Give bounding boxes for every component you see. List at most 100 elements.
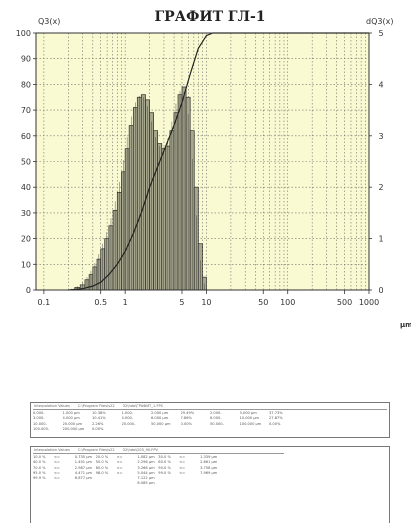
x-tick-label: 0.1 — [38, 298, 51, 307]
x-tick-label: 10 — [201, 298, 211, 307]
table-1-cell: 50.000- — [210, 421, 224, 426]
left-tick-label: 70 — [21, 106, 31, 115]
table-2-cell: 20.0 % — [95, 455, 109, 460]
table-1-caption-part: 32\hdo\ГРАФИТ_1.FPS — [122, 404, 163, 408]
table-2-cell: <= — [116, 470, 123, 475]
table-2-cell: 80.0 % — [95, 465, 109, 470]
table-1-cell: 20.000 µm — [62, 421, 83, 426]
cumulative-curve — [68, 32, 369, 291]
x-tick-label: 1000 — [359, 298, 379, 307]
table-1-caption-part: Interpolation Values — [34, 404, 70, 408]
table-2-cell: 3.266 µm — [137, 465, 155, 470]
left-tick-label: 40 — [21, 183, 31, 192]
table-1-cell — [151, 427, 181, 432]
table-2-cell: 5.044 µm — [137, 470, 155, 475]
table-2-cell: <= — [116, 455, 123, 460]
left-tick-label: 50 — [21, 158, 31, 167]
right-tick-label: 2 — [378, 183, 383, 192]
table-2-cell — [263, 481, 284, 486]
x-tick-label: 50 — [258, 298, 268, 307]
interpolation-table-2: Interpolation Values C:\Program Files\s22… — [30, 446, 390, 523]
table-2-caption-part: Interpolation Values — [34, 448, 70, 452]
table-2-cell: <= — [53, 470, 60, 475]
table-1-cell: 200.000 µm — [62, 426, 85, 431]
table-2-cell: 7.122 µm — [137, 476, 155, 481]
interpolation-table-1: Interpolation Values C:\Program Files\s22… — [30, 402, 390, 438]
table-2-cell: 90.0 % — [158, 465, 171, 470]
table-1-cell: 20.000- — [121, 421, 136, 426]
table-1-cell: 100.000 µm — [239, 421, 262, 426]
x-tick-label: 1 — [123, 298, 128, 307]
table-1-cell: 0.000- — [33, 411, 45, 416]
table-2-cell: 2.661 µm — [200, 460, 218, 465]
table-2-cell: 10.0 % — [33, 455, 46, 460]
table-1-cell — [299, 427, 329, 432]
table-1-cell: 3.000 µm — [239, 411, 257, 416]
table-1-cell — [210, 427, 240, 432]
table-1-cell: 4.000- — [121, 416, 134, 421]
table-2-cell — [200, 481, 221, 486]
table-2-cell: 70.0 % — [33, 465, 46, 470]
table-1-cell: 100.000- — [33, 426, 50, 431]
table-1-cell: 1.000- — [121, 411, 134, 416]
table-2-cell: 98.0 % — [95, 470, 109, 475]
table-2-cell: 30.0 % — [158, 455, 171, 460]
table-1-cell: 2.000- — [210, 411, 222, 416]
right-axis-label: dQ3(x) — [366, 17, 393, 26]
x-tick-label: 100 — [280, 298, 295, 307]
table-2-cell: 60.0 % — [158, 460, 171, 465]
table-2-cell: 2.987 µm — [74, 465, 92, 470]
table-2-cell: <= — [53, 465, 60, 470]
table-2-cell: <= — [179, 460, 186, 465]
left-tick-label: 100 — [16, 29, 31, 38]
table-2-cell: 8.085 µm — [137, 481, 155, 486]
table-2-cell — [96, 481, 117, 486]
table-1-cell: 3.000- — [33, 416, 45, 421]
table-1-cell: 7.86% — [180, 416, 192, 421]
table-1-cell: 4.000 µm — [62, 416, 80, 421]
histogram-bars — [71, 86, 207, 291]
table-1-cell: 2.26% — [92, 421, 104, 426]
table-2-cell: 3.758 µm — [200, 465, 218, 470]
table-2-cell: <= — [53, 476, 60, 481]
table-1-cell: 2.000 µm — [151, 411, 169, 416]
table-2-cell: 40.0 % — [33, 460, 46, 465]
table-2-cell: <= — [116, 465, 123, 470]
left-tick-label: 90 — [21, 55, 31, 64]
right-tick-label: 5 — [378, 29, 383, 38]
table-2-cell: 7.969 µm — [200, 470, 218, 475]
right-tick-label: 4 — [378, 80, 383, 89]
table-2-cell: 0.735 µm — [74, 455, 92, 460]
table-1-cell: 37.73% — [269, 411, 283, 416]
table-2-cell: 1.491 µm — [74, 460, 92, 465]
table-1-cell: 0.00% — [269, 421, 281, 426]
table-2-caption: Interpolation Values C:\Program Files\s22… — [31, 447, 389, 453]
left-tick-label: 0 — [26, 286, 31, 295]
chart-title: ГРАФИТ ГЛ-1 — [155, 9, 266, 25]
table-2-cell — [54, 481, 75, 486]
table-1-cell — [122, 427, 152, 432]
x-unit-label: µm — [400, 321, 411, 329]
x-tick-label: 500 — [337, 298, 352, 307]
table-1-cell: 1.000 µm — [62, 411, 80, 416]
table-2-cell: 6.877 µm — [74, 476, 92, 481]
table-1-cell: 10.41% — [92, 416, 106, 421]
table-1-cell: 29.49% — [180, 411, 195, 416]
table-2-cell: <= — [53, 455, 60, 460]
table-2-cell — [75, 481, 96, 486]
table-1-cell: 6.000- — [210, 416, 222, 421]
table-1-cell: 10.000- — [33, 421, 47, 426]
left-tick-label: 30 — [21, 209, 31, 218]
table-1-grid: 0.000- 1.000 µm 10.38% 1.000- 2.000 µm 29.49%… — [33, 409, 387, 433]
table-2-cell — [33, 481, 54, 486]
x-tick-label: 0.5 — [94, 298, 107, 307]
table-1-cell: 27.87% — [269, 416, 283, 421]
table-2-cell — [221, 481, 242, 486]
table-2-cell: <= — [53, 460, 60, 465]
table-2-cell — [158, 481, 179, 486]
right-tick-label: 3 — [378, 132, 383, 141]
table-2-cell: 99.9 % — [33, 476, 46, 481]
table-1-cell — [358, 427, 388, 432]
